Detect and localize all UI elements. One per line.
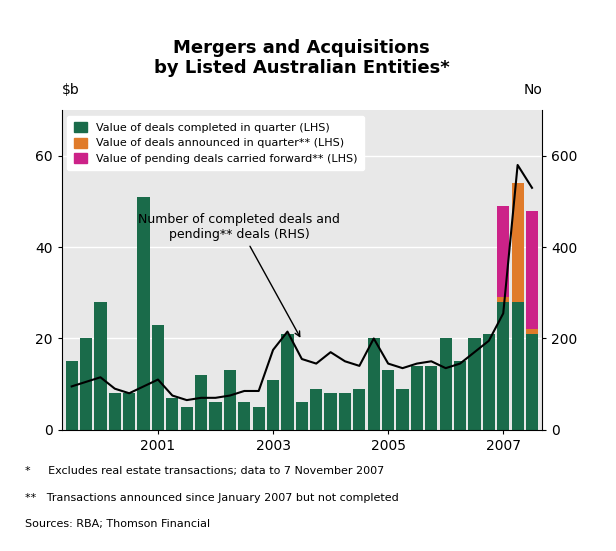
Bar — [195, 375, 207, 430]
Bar — [108, 393, 121, 430]
Bar — [152, 325, 164, 430]
Legend: Value of deals completed in quarter (LHS), Value of deals announced in quarter**: Value of deals completed in quarter (LHS… — [67, 116, 364, 170]
Bar — [339, 393, 351, 430]
Bar — [511, 183, 524, 302]
Bar — [468, 338, 480, 430]
Bar — [526, 334, 538, 430]
Bar — [123, 393, 136, 430]
Bar — [397, 388, 408, 430]
Text: **   Transactions announced since January 2007 but not completed: ** Transactions announced since January … — [25, 493, 399, 503]
Text: $b: $b — [62, 83, 79, 98]
Text: Sources: RBA; Thomson Financial: Sources: RBA; Thomson Financial — [25, 519, 210, 529]
Bar — [425, 366, 437, 430]
Bar — [94, 302, 107, 430]
Bar — [526, 329, 538, 334]
Bar — [282, 334, 294, 430]
Bar — [253, 407, 265, 430]
Text: No: No — [523, 83, 542, 98]
Bar — [209, 402, 222, 430]
Bar — [483, 334, 495, 430]
Bar — [137, 197, 150, 430]
Bar — [166, 398, 179, 430]
Bar — [267, 380, 279, 430]
Bar — [238, 402, 251, 430]
Bar — [440, 338, 452, 430]
Bar — [411, 366, 423, 430]
Text: Number of completed deals and
pending** deals (RHS): Number of completed deals and pending** … — [139, 213, 340, 337]
Bar — [511, 302, 524, 430]
Bar — [368, 338, 380, 430]
Bar — [310, 388, 322, 430]
Bar — [80, 338, 92, 430]
Bar — [325, 393, 337, 430]
Bar — [353, 388, 365, 430]
Text: Mergers and Acquisitions
by Listed Australian Entities*: Mergers and Acquisitions by Listed Austr… — [154, 39, 450, 77]
Bar — [454, 361, 466, 430]
Bar — [526, 210, 538, 329]
Bar — [382, 370, 394, 430]
Bar — [65, 361, 78, 430]
Text: *     Excludes real estate transactions; data to 7 November 2007: * Excludes real estate transactions; dat… — [25, 466, 384, 476]
Bar — [224, 370, 236, 430]
Bar — [497, 206, 509, 298]
Bar — [296, 402, 308, 430]
Bar — [180, 407, 193, 430]
Bar — [497, 298, 509, 302]
Bar — [497, 302, 509, 430]
